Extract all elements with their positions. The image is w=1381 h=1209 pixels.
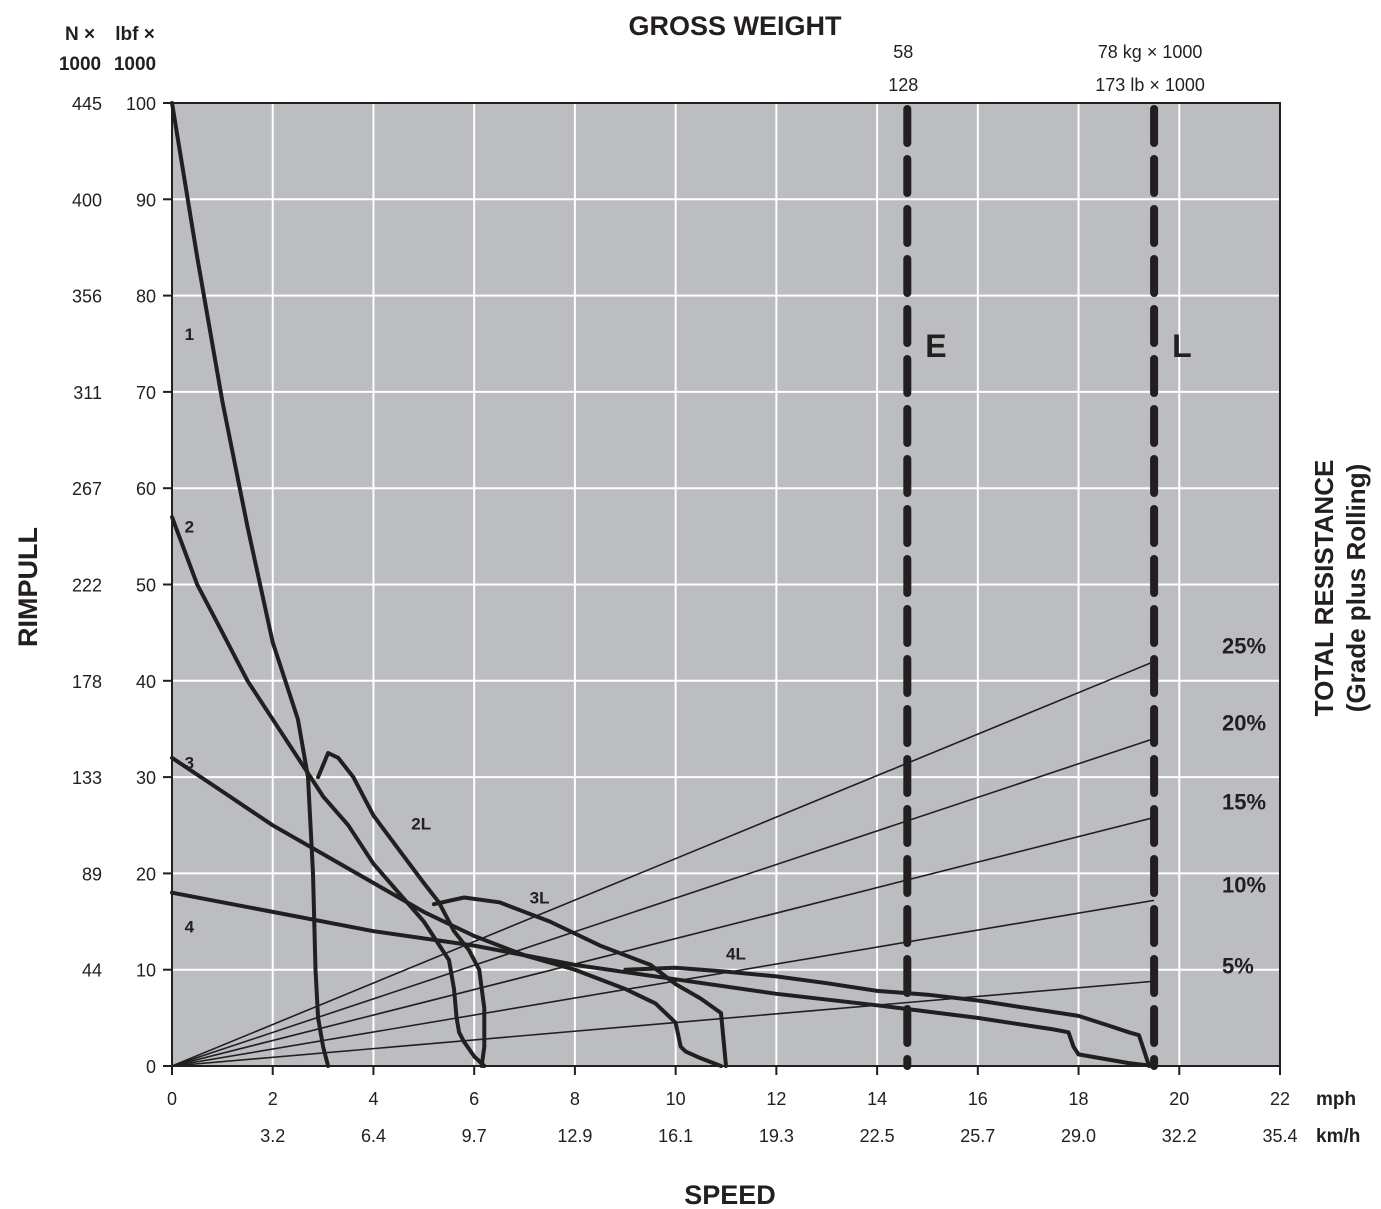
x-tick-label-mph: 16	[968, 1089, 988, 1109]
x-tick-label-mph: 12	[766, 1089, 786, 1109]
x-tick-label-kmh: 12.9	[557, 1126, 592, 1146]
x-tick-label-mph: 8	[570, 1089, 580, 1109]
gross-weight-lb-label: 128	[888, 75, 918, 95]
chart-labels: GROSS WEIGHT SPEED RIMPULL TOTAL RESISTA…	[13, 11, 1371, 1209]
gross-weight-line-label: L	[1172, 328, 1192, 364]
gross-weight-kg-label: 58	[893, 42, 913, 62]
x-tick-label-kmh: 19.3	[759, 1126, 794, 1146]
curve-label: 2	[185, 518, 194, 537]
y-tick-label-lbf: 60	[136, 479, 156, 499]
curve-label: 2L	[411, 814, 431, 833]
curve-label: 4	[185, 917, 195, 936]
resistance-label: 10%	[1222, 872, 1266, 897]
y-unit-n: N ×	[65, 24, 95, 45]
resistance-label: 20%	[1222, 711, 1266, 736]
x-tick-label-mph: 6	[469, 1089, 479, 1109]
y-tick-label-lbf: 0	[146, 1057, 156, 1077]
resistance-line-20pct	[171, 737, 1155, 1067]
rimpull-curve-2	[170, 515, 487, 1068]
rimpull-curve-3	[170, 755, 723, 1068]
y-tick-label-n: 267	[72, 479, 102, 499]
y-tick-label-lbf: 30	[136, 768, 156, 788]
y-tick-label-n: 356	[72, 287, 102, 307]
rimpull-curve-3l	[431, 895, 728, 1068]
rimpull-curve-4	[170, 890, 1157, 1068]
y-tick-label-n: 44	[82, 961, 102, 981]
resistance-line-25pct	[171, 660, 1155, 1067]
rimpull-curves: 1 2 3 4 2L 3L 4L	[170, 101, 1157, 1068]
y-tick-label-n: 178	[72, 672, 102, 692]
y-tick-label-n: 222	[72, 576, 102, 596]
rimpull-curve-1	[170, 101, 331, 1068]
y-tick-label-n: 400	[72, 190, 102, 210]
curve-label: 1	[185, 325, 194, 344]
resistance-lines: 25% 20% 15% 10% 5%	[171, 634, 1266, 1067]
right-axis-label-line1: TOTAL RESISTANCE	[1309, 460, 1339, 717]
x-axis-label: SPEED	[684, 1180, 776, 1209]
resistance-line-5pct	[171, 980, 1155, 1067]
y-tick-label-n: 445	[72, 94, 102, 114]
y-tick-label-n: 133	[72, 768, 102, 788]
x-tick-label-mph: 18	[1069, 1089, 1089, 1109]
x-tick-label-mph: 2	[268, 1089, 278, 1109]
gross-weight-lines: E 58 128 L 78 kg × 1000 173 lb × 1000	[888, 42, 1205, 1070]
curve-label: 4L	[726, 944, 746, 963]
x-tick-label-kmh: 35.4	[1262, 1126, 1297, 1146]
gross-weight-line-label: E	[925, 328, 946, 364]
x-tick-label-kmh: 6.4	[361, 1126, 386, 1146]
right-axis-label-line2: (Grade plus Rolling)	[1341, 464, 1371, 712]
y-tick-label-n: 311	[73, 383, 102, 403]
y-unit-lbf: lbf ×	[115, 24, 155, 45]
x-unit-kmh: km/h	[1316, 1126, 1360, 1147]
y-tick-label-n: 89	[82, 864, 102, 884]
y-tick-label-lbf: 50	[136, 576, 156, 596]
rimpull-curve-4l	[623, 965, 1152, 1068]
chart-title: GROSS WEIGHT	[628, 11, 842, 41]
x-tick-label-kmh: 29.0	[1061, 1126, 1096, 1146]
y-tick-label-lbf: 40	[136, 672, 156, 692]
x-tick-label-kmh: 25.7	[960, 1126, 995, 1146]
x-unit-mph: mph	[1316, 1089, 1356, 1110]
y-tick-label-lbf: 90	[136, 190, 156, 210]
y-tick-label-lbf: 100	[126, 94, 156, 114]
x-tick-label-kmh: 16.1	[658, 1126, 693, 1146]
y-tick-label-lbf: 20	[136, 864, 156, 884]
curve-label: 3	[185, 754, 194, 773]
resistance-label: 25%	[1222, 634, 1266, 659]
y-axis-label: RIMPULL	[13, 527, 43, 647]
x-tick-label-mph: 14	[867, 1089, 887, 1109]
x-tick-label-kmh: 22.5	[860, 1126, 895, 1146]
resistance-label: 5%	[1222, 953, 1254, 978]
x-tick-label-mph: 4	[368, 1089, 378, 1109]
x-tick-label-mph: 20	[1169, 1089, 1189, 1109]
gross-weight-lb-label: 173 lb × 1000	[1095, 75, 1205, 95]
resistance-line-15pct	[171, 816, 1155, 1067]
axis-ticks: 0 23.246.469.7812.91016.11219.31422.51625…	[72, 94, 1298, 1146]
curve-label: 3L	[530, 888, 550, 907]
x-tick-label-mph: 0	[167, 1089, 177, 1109]
y-tick-label-lbf: 80	[136, 287, 156, 307]
x-tick-label-kmh: 32.2	[1162, 1126, 1197, 1146]
resistance-label: 15%	[1222, 790, 1266, 815]
gross-weight-kg-label: 78 kg × 1000	[1098, 42, 1203, 62]
y-tick-label-lbf: 70	[136, 383, 156, 403]
x-tick-label-kmh: 9.7	[462, 1126, 487, 1146]
resistance-line-10pct	[171, 899, 1155, 1067]
x-tick-label-mph: 10	[666, 1089, 686, 1109]
rimpull-curve-2l	[316, 751, 487, 1068]
y-tick-label-lbf: 10	[136, 961, 156, 981]
y-unit-lbf-scale: 1000	[114, 54, 156, 75]
y-unit-n-scale: 1000	[59, 54, 101, 75]
x-tick-label-kmh: 3.2	[260, 1126, 285, 1146]
x-tick-label-mph: 22	[1270, 1089, 1290, 1109]
